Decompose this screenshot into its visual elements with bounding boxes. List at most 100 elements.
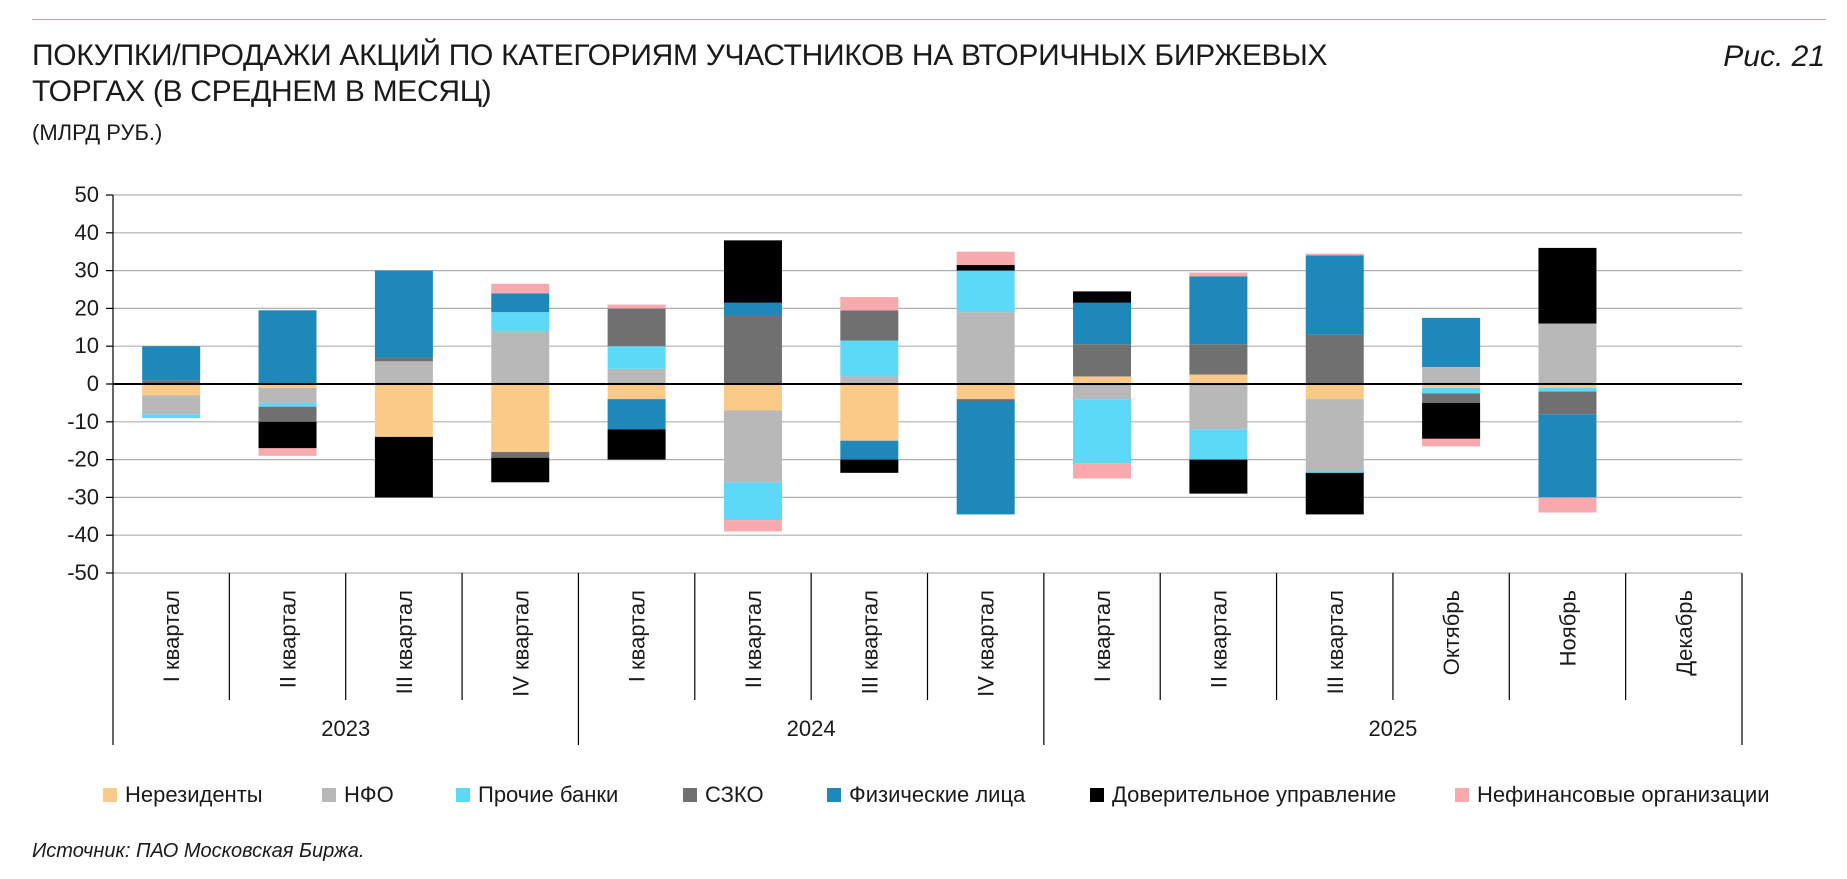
- bar-segment: [1422, 366, 1481, 384]
- legend-swatch: [1455, 788, 1469, 802]
- bar-segment: [142, 384, 201, 396]
- bar-segment: [1189, 272, 1248, 277]
- bar-segment: [1305, 253, 1364, 256]
- bar-segment: [723, 520, 782, 532]
- bar-segment: [1189, 429, 1248, 460]
- x-category-label: Ноябрь: [1555, 590, 1580, 666]
- y-tick-label: 30: [75, 258, 99, 283]
- bar-segment: [374, 270, 433, 358]
- legend-label: Нерезиденты: [125, 782, 263, 807]
- bar-segment: [1422, 402, 1481, 439]
- bar-segment: [1073, 302, 1132, 345]
- bar-segment: [491, 457, 550, 483]
- legend-item: Доверительное управление: [1090, 782, 1396, 808]
- bar-segment: [258, 310, 317, 384]
- bar-segment: [374, 384, 433, 437]
- bar-segment: [258, 421, 317, 449]
- bar-segment: [607, 308, 666, 347]
- legend-swatch: [456, 788, 470, 802]
- bar-segment: [142, 346, 201, 381]
- bar-segment: [723, 240, 782, 303]
- x-group-label: 2023: [321, 716, 370, 741]
- y-tick-label: -50: [67, 560, 99, 585]
- legend-item: Физические лица: [827, 782, 1025, 808]
- x-category-label: I квартал: [625, 590, 650, 682]
- y-tick-label: 50: [75, 182, 99, 207]
- bar-segment: [1073, 399, 1132, 464]
- y-tick-label: 0: [87, 371, 99, 396]
- y-tick-label: -40: [67, 522, 99, 547]
- chart-title: ПОКУПКИ/ПРОДАЖИ АКЦИЙ ПО КАТЕГОРИЯМ УЧАС…: [32, 39, 1328, 108]
- bar-segment: [258, 387, 317, 403]
- chart-subtitle: (МЛРД РУБ.): [32, 120, 163, 145]
- bar-segment: [840, 376, 899, 384]
- bar-segment: [840, 297, 899, 311]
- bar-segment: [840, 440, 899, 460]
- bar-segment: [956, 312, 1015, 384]
- x-category-label: III квартал: [857, 590, 882, 694]
- legend-label: Нефинансовые организации: [1477, 782, 1770, 807]
- bar-segment: [1189, 276, 1248, 345]
- legend-item: СЗКО: [683, 782, 764, 808]
- bar-segment: [607, 429, 666, 460]
- bar-segment: [1422, 393, 1481, 403]
- bar-segment: [491, 331, 550, 384]
- bar-segment: [1422, 438, 1481, 447]
- bar-segment: [1305, 470, 1364, 473]
- bar-segment: [1073, 291, 1132, 303]
- legend-swatch: [103, 788, 117, 802]
- bar-segment: [1189, 459, 1248, 494]
- bar-segment: [840, 310, 899, 341]
- bar-segment: [956, 384, 1015, 400]
- stacked-bar-chart: 50 40 30 20 10 0 -10 -20 -30 -40 -50 I квартал II кв…: [67, 182, 1743, 745]
- bar-segment: [491, 293, 550, 313]
- bar-segment: [1305, 472, 1364, 515]
- x-category-label: I квартал: [1090, 590, 1115, 682]
- legend-label: НФО: [344, 782, 394, 807]
- bar-segment: [1305, 384, 1364, 400]
- y-tick-label: 40: [75, 220, 99, 245]
- bar-segment: [1189, 344, 1248, 375]
- bar-segment: [607, 368, 666, 384]
- bar-segment: [956, 399, 1015, 402]
- bar-segment: [956, 270, 1015, 313]
- bar-segment: [1538, 414, 1597, 498]
- legend-item: НФО: [322, 782, 394, 808]
- x-group-label: 2024: [787, 716, 836, 741]
- bar-segment: [956, 264, 1015, 271]
- x-category-label: II квартал: [276, 590, 301, 688]
- bar-segment: [840, 340, 899, 377]
- legend-label: СЗКО: [705, 782, 764, 807]
- x-category-label: Октябрь: [1439, 590, 1464, 675]
- bar-segment: [374, 361, 433, 384]
- bar-segment: [258, 402, 317, 407]
- bar-segment: [1538, 384, 1597, 388]
- bar-segment: [142, 395, 201, 415]
- x-category-label: III квартал: [392, 590, 417, 694]
- bar-segment: [1189, 384, 1248, 430]
- bar-segment: [374, 357, 433, 362]
- y-tick-label: -30: [67, 484, 99, 509]
- bar-segment: [607, 346, 666, 369]
- legend-swatch: [827, 788, 841, 802]
- bar-segment: [1538, 391, 1597, 415]
- bar-segment: [491, 384, 550, 453]
- legend-item: Прочие банки: [456, 782, 618, 808]
- bar-segment: [258, 448, 317, 456]
- figure-label: Рис. 21: [1723, 40, 1825, 73]
- x-category-label: Декабрь: [1672, 590, 1697, 676]
- bar-segment: [1073, 463, 1132, 479]
- x-category-label: III квартал: [1323, 590, 1348, 694]
- x-category-label: II квартал: [741, 590, 766, 688]
- legend-label: Доверительное управление: [1112, 782, 1397, 807]
- bar-segment: [142, 380, 201, 384]
- bar-segment: [1189, 374, 1248, 384]
- bar-segment: [491, 452, 550, 458]
- bar-segment: [723, 410, 782, 483]
- x-category-label: IV квартал: [508, 590, 533, 697]
- bar-segment: [1538, 323, 1597, 384]
- bar-segment: [258, 406, 317, 422]
- x-category-label: II квартал: [1206, 590, 1231, 688]
- bar-segment: [491, 283, 550, 294]
- bar-segment: [1305, 399, 1364, 471]
